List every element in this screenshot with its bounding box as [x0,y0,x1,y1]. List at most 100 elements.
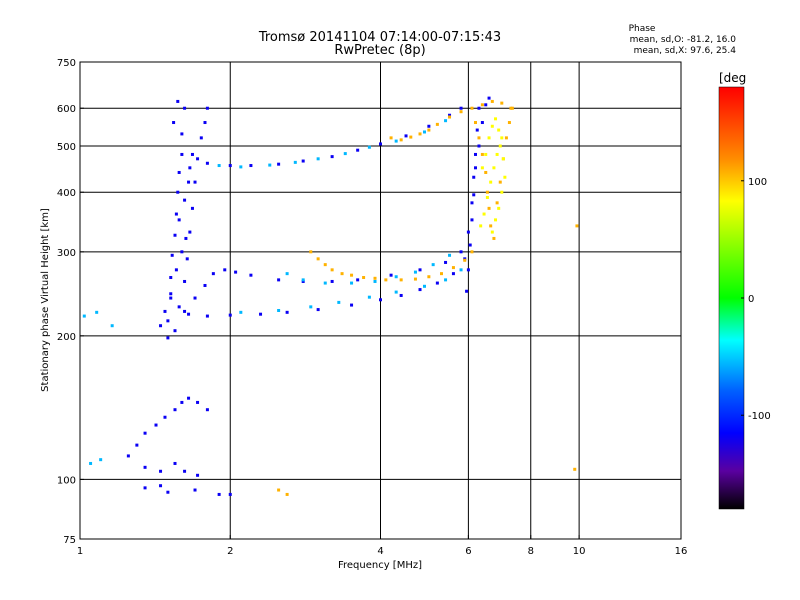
echo-point [173,329,177,333]
echo-point [480,166,484,170]
echo-point [205,106,209,110]
y-tick-label: 750 [57,58,76,69]
x-axis-label: Frequency [MHz] [338,560,422,571]
echo-point [487,136,491,140]
echo-point [472,175,476,179]
echo-point [498,180,502,184]
x-tick-label: 1 [77,546,83,557]
echo-point [163,309,167,313]
echo-point [373,279,377,283]
echo-point [470,218,474,222]
echo-point [409,135,413,139]
echo-point [389,136,393,140]
echo-point [301,278,305,282]
echo-point [183,309,187,313]
echo-point [183,279,187,283]
echo-point [480,121,484,125]
echo-point [459,250,463,254]
echo-point [427,124,431,128]
y-tick-label: 600 [57,104,76,115]
echo-point [173,233,177,237]
echo-point [293,160,297,164]
echo-point [309,305,313,309]
y-tick-label: 400 [57,188,76,199]
echo-point [350,303,354,307]
echo-point [444,260,448,264]
echo-point [394,290,398,294]
echo-point [228,313,232,317]
echo-point [427,128,431,132]
echo-point [451,266,455,270]
echo-point [362,276,366,280]
echo-point [249,164,253,168]
echo-point [422,130,426,134]
echo-point [126,454,130,458]
echo-point [172,121,176,125]
echo-point [183,198,187,202]
echo-point [268,163,272,167]
chart-title: Tromsø 20141104 07:14:00-07:15:43 [258,30,501,45]
echo-point [143,431,147,435]
grid-lines [80,62,681,539]
echo-point [110,324,114,328]
echo-point [173,461,177,465]
echo-point [316,257,320,261]
echo-point [501,157,505,161]
echo-point [323,263,327,267]
echo-point [468,243,472,247]
echo-point [413,270,417,274]
y-tick-label: 100 [57,475,76,486]
echo-point [154,423,158,427]
echo-point [211,272,215,276]
echo-point [343,152,347,156]
echo-point [285,492,289,496]
colorbar-label: [deg [719,71,746,85]
echo-point [190,152,194,156]
echo-point [490,124,494,128]
echo-point [169,292,173,296]
echo-point [259,312,263,316]
echo-point [473,121,477,125]
echo-point [143,465,147,469]
echo-point [196,157,200,161]
echo-point [435,281,439,285]
echo-point [193,180,197,184]
echo-point [350,281,354,285]
echo-point [463,258,467,262]
echo-point [485,190,489,194]
echo-point [177,218,181,222]
echo-point [187,180,191,184]
echo-point [159,469,163,473]
echo-point [399,138,403,142]
echo-point [440,272,444,276]
echo-point [494,218,498,222]
echo-point [180,400,184,404]
echo-point [89,461,93,465]
echo-point [205,408,209,412]
echo-point [350,273,354,277]
echo-point [316,157,320,161]
echo-point [492,236,496,240]
echo-point [95,310,99,314]
echo-point [169,276,173,280]
echo-point [472,193,476,197]
echo-point [367,295,371,299]
echo-point [399,278,403,282]
echo-point [470,106,474,110]
echo-point [427,275,431,279]
echo-point [510,106,514,110]
echo-point [466,268,470,272]
colorbar-ticks: 100 0 -100 [741,177,771,422]
echo-point [177,305,181,309]
echo-point [482,212,486,216]
echo-point [465,289,469,293]
echo-point [459,106,463,110]
echo-point [490,99,494,103]
echo-point [188,166,192,170]
echo-point [475,128,479,132]
echo-point [484,152,488,156]
echo-point [277,162,281,166]
echo-point [485,195,489,199]
echo-point [309,250,313,254]
echo-point [143,486,147,490]
